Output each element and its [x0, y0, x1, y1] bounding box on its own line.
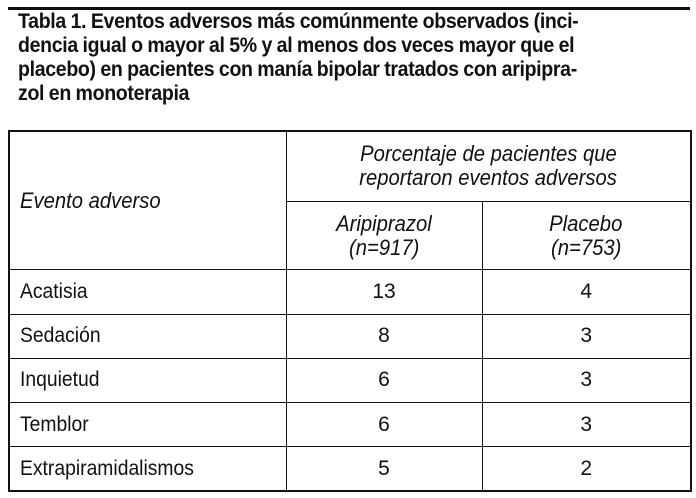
event-name: Inquietud	[8, 357, 287, 403]
caption-line: Tabla 1. Eventos adversos más comúnmente…	[18, 10, 579, 33]
subheader-row: Aripiprazol (n=917) Placebo (n=753)	[9, 200, 692, 271]
event-column-header: Evento adverso	[8, 130, 287, 271]
aripiprazol-value: 13	[285, 269, 483, 315]
aripiprazol-value: 6	[285, 401, 483, 448]
table-row: Sedación 8 3	[8, 313, 692, 359]
percentage-group-header: Porcentaje de pacientes que reportaron e…	[285, 130, 692, 202]
placebo-value: 3	[481, 401, 692, 448]
table-caption: Tabla 1. Eventos adversos más comúnmente…	[18, 10, 688, 106]
top-rule	[8, 7, 690, 10]
event-name: Temblor	[8, 401, 287, 448]
event-name: Sedación	[8, 313, 287, 359]
table-row: Temblor 6 3	[8, 401, 692, 448]
caption-line: dencia igual o mayor al 5% y al menos do…	[18, 34, 575, 57]
caption-line: zol en monoterapia	[18, 82, 190, 105]
event-name: Acatisia	[8, 269, 287, 315]
header-row: Evento adverso Porcentaje de pacientes q…	[8, 130, 692, 271]
table-row: Extrapiramidalismos 5 2	[8, 446, 692, 492]
placebo-value: 2	[481, 446, 692, 492]
aripiprazol-value: 8	[285, 313, 483, 359]
table-row: Acatisia 13 4	[8, 269, 692, 315]
caption-line: placebo) en pacientes con manía bipolar …	[18, 58, 577, 81]
placebo-value: 3	[481, 313, 692, 359]
placebo-column-header: Placebo (n=753)	[481, 200, 692, 271]
aripiprazol-value: 5	[285, 446, 483, 492]
table-row: Inquietud 6 3	[8, 357, 692, 403]
placebo-value: 4	[481, 269, 692, 315]
placebo-value: 3	[481, 357, 692, 403]
aripiprazol-column-header: Aripiprazol (n=917)	[285, 200, 483, 271]
adverse-events-table: Evento adverso Porcentaje de pacientes q…	[8, 130, 692, 492]
event-name: Extrapiramidalismos	[8, 446, 287, 492]
aripiprazol-value: 6	[285, 357, 483, 403]
